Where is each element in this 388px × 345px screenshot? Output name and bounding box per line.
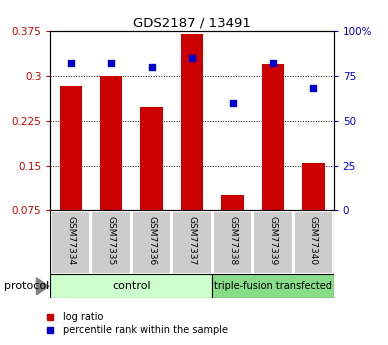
Bar [181, 34, 203, 210]
Bar [140, 107, 163, 210]
Point [108, 61, 114, 66]
Point [310, 86, 317, 91]
Bar [213, 211, 252, 274]
Bar [294, 211, 333, 274]
Point [229, 100, 236, 106]
Bar [253, 211, 293, 274]
Point [149, 64, 155, 70]
Text: protocol: protocol [4, 282, 49, 291]
Text: GSM77337: GSM77337 [187, 216, 197, 265]
Point [68, 61, 74, 66]
Bar [51, 211, 90, 274]
Point [270, 61, 276, 66]
Point [189, 55, 195, 61]
Bar [172, 211, 212, 274]
Polygon shape [36, 278, 49, 295]
Text: GSM77340: GSM77340 [309, 216, 318, 265]
Legend: log ratio, percentile rank within the sample: log ratio, percentile rank within the sa… [36, 308, 232, 339]
Text: control: control [112, 282, 151, 291]
Bar [262, 64, 284, 210]
Text: triple-fusion transfected: triple-fusion transfected [214, 282, 332, 291]
Text: GSM77334: GSM77334 [66, 216, 75, 265]
Text: GSM77338: GSM77338 [228, 216, 237, 265]
Bar [302, 162, 325, 210]
Title: GDS2187 / 13491: GDS2187 / 13491 [133, 17, 251, 30]
Bar [222, 196, 244, 210]
Bar [132, 211, 171, 274]
Bar [100, 76, 122, 210]
Text: GSM77339: GSM77339 [268, 216, 277, 265]
Text: GSM77336: GSM77336 [147, 216, 156, 265]
Bar [50, 274, 212, 298]
Text: GSM77335: GSM77335 [107, 216, 116, 265]
Bar [59, 86, 82, 210]
Bar [91, 211, 131, 274]
Bar [212, 274, 334, 298]
